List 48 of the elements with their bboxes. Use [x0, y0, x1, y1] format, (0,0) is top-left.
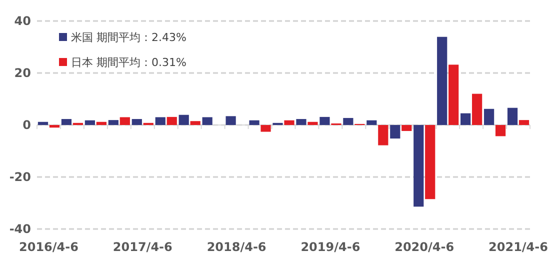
- bar: [96, 122, 106, 125]
- bar: [84, 120, 95, 125]
- bar: [378, 125, 388, 146]
- bar: [414, 125, 424, 207]
- x-tick-label: 2017/4-6: [112, 240, 172, 254]
- x-tick-label: 2019/4-6: [300, 240, 360, 254]
- legend-label: 米国 期間平均：2.43%: [71, 30, 186, 44]
- bar: [166, 116, 177, 125]
- bar: [425, 125, 436, 200]
- bar: [38, 122, 48, 125]
- bar: [132, 119, 142, 125]
- bar: [108, 120, 118, 125]
- legend-label: 日本 期間平均：0.31%: [71, 56, 186, 69]
- bar: [249, 120, 260, 125]
- bar: [366, 120, 377, 125]
- bar: [437, 36, 448, 125]
- bar: [518, 120, 530, 125]
- bar: [49, 125, 60, 128]
- y-tick-label: 40: [14, 14, 31, 28]
- bar: [448, 64, 459, 125]
- x-tick-label: 2021/4-6: [488, 240, 548, 254]
- bar: [308, 122, 318, 125]
- bar: [260, 125, 271, 132]
- bar: [495, 125, 506, 136]
- bar: [507, 108, 518, 125]
- bar: [296, 119, 306, 125]
- bar: [484, 108, 494, 125]
- bar: [284, 120, 294, 125]
- y-tick-label: 0: [22, 118, 31, 132]
- bar: [61, 119, 72, 125]
- y-tick-label: -20: [9, 170, 31, 184]
- bar: [460, 113, 471, 125]
- bar: [320, 116, 330, 125]
- y-tick-label: 20: [14, 66, 31, 80]
- x-tick-label: 2018/4-6: [206, 240, 266, 254]
- bar: [120, 117, 130, 125]
- bar: [178, 114, 189, 125]
- x-tick-label: 2016/4-6: [19, 240, 78, 254]
- bar: [472, 94, 482, 125]
- bar: [343, 118, 354, 125]
- y-tick-label: -40: [9, 222, 31, 236]
- bar: [202, 117, 212, 125]
- bar: [155, 117, 166, 125]
- bar: [390, 125, 400, 139]
- bar: [226, 116, 236, 125]
- bar: [190, 121, 200, 125]
- x-tick-label: 2020/4-6: [394, 240, 454, 254]
- bar: [402, 125, 412, 131]
